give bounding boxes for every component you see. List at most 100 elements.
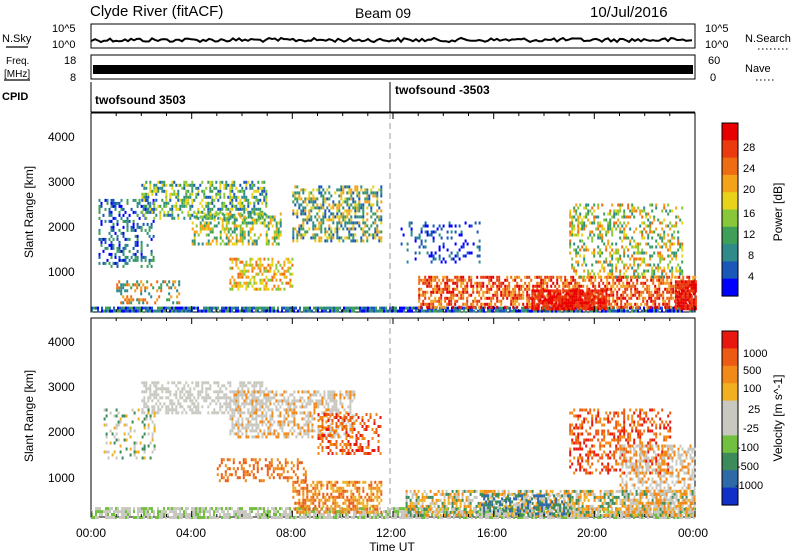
power-echo — [595, 295, 598, 299]
power-echo — [579, 227, 582, 231]
power-echo — [314, 197, 317, 201]
power-echo — [513, 309, 515, 313]
power-echo — [659, 221, 662, 225]
power-echo — [312, 203, 315, 207]
power-echo — [647, 233, 650, 237]
power-echo — [561, 298, 564, 302]
power-echo — [145, 306, 147, 310]
power-echo — [136, 249, 139, 253]
power-echo — [231, 207, 234, 211]
velocity-echo — [111, 513, 113, 516]
power-echo — [563, 289, 566, 293]
power-echo — [203, 195, 206, 199]
velocity-echo — [497, 516, 499, 519]
power-echo — [575, 309, 577, 313]
power-echo — [676, 298, 679, 302]
power-echo — [662, 281, 665, 285]
velocity-echo — [95, 513, 97, 516]
power-echo — [172, 283, 175, 287]
power-echo — [619, 257, 622, 261]
power-echo — [341, 309, 343, 313]
power-echo — [585, 301, 588, 305]
power-echo — [566, 278, 569, 282]
power-echo — [249, 281, 252, 285]
power-echo — [591, 206, 594, 210]
power-echo — [259, 287, 262, 291]
velocity-echo — [245, 516, 247, 519]
power-echo — [309, 309, 311, 313]
power-echo — [565, 301, 568, 305]
power-echo — [100, 222, 103, 226]
power-echo — [283, 260, 286, 264]
power-echo — [585, 212, 588, 216]
power-echo — [376, 215, 379, 219]
power-echo — [654, 302, 657, 306]
power-echo — [229, 233, 232, 237]
velocity-echo — [387, 516, 389, 519]
power-echo — [647, 269, 650, 273]
power-echo — [656, 290, 659, 294]
power-echo — [611, 233, 614, 237]
power-echo — [309, 306, 311, 310]
power-echo — [585, 298, 588, 302]
power-echo — [275, 309, 277, 313]
velocity-echo — [449, 516, 451, 519]
power-echo — [428, 302, 431, 306]
power-echo — [195, 215, 198, 219]
power-echo — [231, 186, 234, 190]
velocity-echo — [345, 513, 347, 516]
velocity-echo — [93, 516, 95, 519]
power-echo — [138, 198, 141, 202]
power-echo — [110, 225, 113, 229]
power-echo — [668, 305, 671, 309]
power-echo — [183, 306, 185, 310]
power-echo — [148, 261, 151, 265]
power-echo — [430, 281, 433, 285]
power-echo — [512, 287, 515, 291]
power-echo — [480, 287, 483, 291]
power-echo — [464, 287, 467, 291]
velocity-echo — [577, 516, 579, 519]
power-echo — [674, 304, 677, 308]
power-echo — [231, 257, 234, 261]
power-echo — [470, 305, 473, 309]
velocity-echo — [213, 516, 215, 519]
power-echo — [227, 183, 230, 187]
power-echo — [267, 269, 270, 273]
power-echo — [239, 201, 242, 205]
power-echo — [251, 263, 254, 267]
power-echo — [678, 295, 681, 299]
power-echo — [374, 227, 377, 231]
power-echo — [110, 213, 113, 217]
power-echo — [116, 222, 119, 226]
power-echo — [265, 309, 267, 313]
power-echo — [438, 257, 441, 261]
power-echo — [211, 198, 214, 202]
velocity-echo — [253, 507, 255, 511]
power-echo — [573, 266, 576, 270]
power-echo — [239, 275, 242, 279]
power-echo — [267, 239, 270, 243]
power-echo — [209, 212, 212, 216]
power-echo — [191, 180, 194, 184]
power-echo — [626, 305, 629, 309]
power-echo — [257, 309, 259, 313]
velocity-echo — [195, 513, 197, 516]
power-echo — [281, 281, 284, 285]
velocity-echo — [523, 516, 525, 519]
power-echo — [380, 230, 383, 234]
power-echo — [152, 286, 155, 290]
power-echo — [414, 251, 417, 255]
velocity-echo — [287, 513, 289, 516]
power-echo — [211, 309, 213, 313]
power-echo — [340, 194, 343, 198]
power-echo — [362, 191, 365, 195]
power-echo — [203, 215, 206, 219]
power-echo — [259, 281, 262, 285]
power-echo — [640, 302, 643, 306]
velocity-echo — [273, 510, 275, 514]
power-echo — [144, 255, 147, 259]
power-echo — [490, 299, 493, 303]
power-echo — [354, 212, 357, 216]
power-echo — [249, 210, 252, 214]
